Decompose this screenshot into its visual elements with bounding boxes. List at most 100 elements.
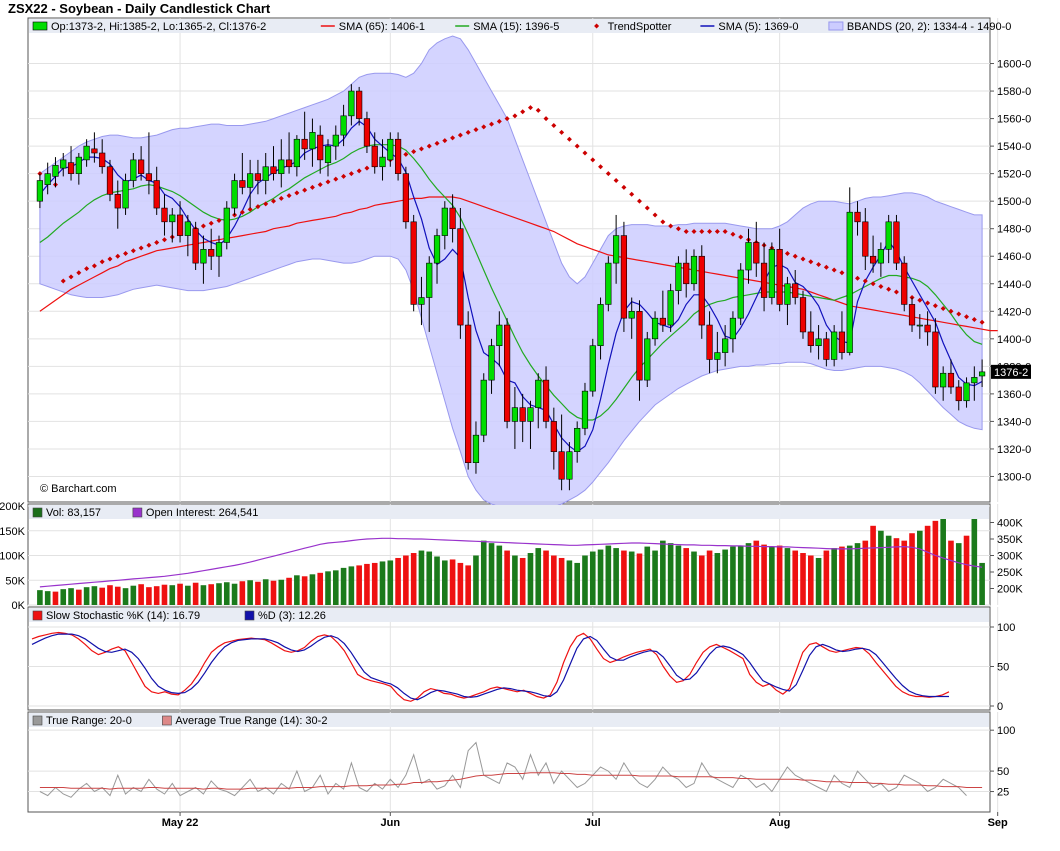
- candle: [200, 235, 207, 284]
- candle-body-up: [441, 207, 448, 236]
- trendspotter-marker: [598, 164, 604, 170]
- candle-body-down: [659, 317, 666, 326]
- volume-bar: [332, 570, 339, 605]
- candle-body-up: [309, 132, 316, 150]
- trendspotter-marker: [348, 171, 354, 177]
- x-tick-label: Jun: [381, 817, 401, 829]
- candle-body-up: [511, 407, 518, 422]
- candle: [566, 442, 573, 491]
- stochastic-axes: 0 50 100: [28, 622, 1015, 713]
- volume-bar: [800, 553, 806, 605]
- candle: [223, 201, 230, 250]
- volume-bar: [932, 520, 939, 605]
- volume-bar: [426, 551, 433, 605]
- candle-body-down: [955, 386, 962, 402]
- legend-label: Slow Stochastic %K (14): 16.79: [46, 610, 200, 622]
- volume-bar: [846, 545, 853, 605]
- trendspotter-marker: [465, 129, 471, 135]
- candle: [893, 214, 900, 270]
- candle: [792, 270, 799, 305]
- candle-body-down: [862, 221, 869, 257]
- x-tick-label: Sep: [988, 817, 1008, 829]
- candle-body-up: [348, 90, 355, 117]
- candle: [340, 104, 347, 147]
- candle: [270, 146, 277, 181]
- trendspotter-marker: [605, 171, 611, 177]
- candle: [768, 242, 775, 305]
- stochastic-series-line: [31, 631, 950, 702]
- candle-body-up: [613, 235, 620, 264]
- candle-body-down: [465, 324, 472, 464]
- volume-bar: [823, 550, 830, 605]
- legend-box-swatch: [162, 715, 172, 726]
- candle: [784, 276, 791, 326]
- trendspotter-marker: [325, 179, 331, 185]
- volume-bar: [434, 556, 440, 605]
- trendspotter-marker: [862, 278, 868, 284]
- stochastic-y-tick-label: 100: [997, 622, 1015, 634]
- volume-bar: [496, 545, 503, 605]
- candle: [815, 325, 822, 360]
- volume-bar: [909, 533, 915, 605]
- price-y-tick-label: 1520-0: [997, 169, 1031, 181]
- x-axis: May 22JunJulAugSepOct: [162, 812, 1008, 829]
- candle: [581, 382, 589, 436]
- candle: [278, 139, 285, 188]
- bollinger-band-area: [39, 35, 983, 512]
- tr-legend-item: True Range: 20-0: [32, 715, 132, 727]
- candle: [722, 325, 729, 367]
- candle: [254, 159, 262, 195]
- candle: [371, 132, 378, 174]
- volume-bar: [621, 550, 627, 605]
- volume-bar: [379, 561, 386, 605]
- trendspotter-marker: [481, 124, 487, 130]
- candle: [130, 153, 137, 188]
- legend-label: SMA (65): 1406-1: [339, 21, 425, 33]
- candle-body-up: [846, 211, 853, 353]
- candle-body-down: [317, 134, 324, 161]
- candle-body-down: [893, 221, 900, 264]
- candle: [753, 221, 760, 277]
- candle: [480, 373, 487, 443]
- trendspotter-marker: [613, 178, 619, 184]
- stochastic-series-line: [31, 633, 949, 701]
- trendspotter-marker: [629, 191, 635, 197]
- candle: [659, 290, 666, 332]
- stoch-pane-frame: [27, 606, 991, 711]
- volume-bar: [527, 553, 534, 605]
- candle-body-up: [535, 379, 542, 408]
- candle: [247, 159, 254, 209]
- trendspotter-marker: [239, 209, 245, 215]
- volume-bar: [667, 543, 674, 605]
- candle: [737, 263, 744, 326]
- trendspotter-marker: [504, 116, 510, 122]
- candle-body-up: [722, 338, 729, 353]
- trendspotter-marker: [496, 118, 502, 124]
- stochastic-y-tick-label: 50: [997, 662, 1009, 674]
- oi-y-tick-label: 350K: [997, 534, 1023, 546]
- price-y-tick-label: 1580-0: [997, 86, 1031, 98]
- candle-body-down: [457, 228, 464, 326]
- volume-bar: [364, 563, 370, 605]
- volume-bar: [76, 589, 82, 605]
- price-y-tick-label: 1500-0: [997, 196, 1031, 208]
- volume-bar: [924, 525, 931, 605]
- candle: [75, 153, 82, 185]
- stochastic-y-tick-label: 0: [997, 701, 1003, 713]
- volume-bar: [691, 551, 697, 605]
- candle-body-up: [324, 145, 332, 163]
- candle: [831, 325, 838, 367]
- candle-body-up: [247, 173, 254, 188]
- tr-legend-strip: [29, 713, 989, 727]
- volume-bar: [200, 585, 207, 605]
- trendspotter-marker: [566, 136, 572, 142]
- trendspotter-marker: [107, 256, 113, 262]
- candle: [916, 314, 923, 339]
- volume-bar: [138, 584, 144, 605]
- candle: [449, 194, 456, 243]
- trendspotter-marker: [893, 289, 899, 295]
- candle: [394, 132, 402, 181]
- candle-body-up: [566, 451, 573, 480]
- volume-bar: [854, 543, 861, 605]
- candle: [511, 387, 518, 449]
